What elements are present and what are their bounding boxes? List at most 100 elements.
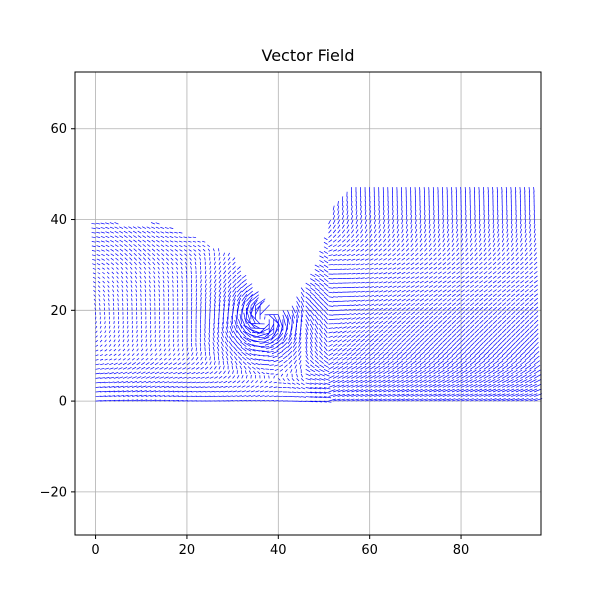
vector-arrow-291 <box>127 343 130 347</box>
vector-arrow-2635 <box>419 214 422 220</box>
vector-arrow-869 <box>195 357 199 361</box>
vector-arrow-458 <box>144 293 147 297</box>
vector-arrow-215 <box>118 330 120 334</box>
vector-arrow-1584 <box>314 337 318 343</box>
vector-arrow-2006 <box>360 299 365 302</box>
vector-arrow-2200 <box>378 272 383 275</box>
vector-arrow-2036 <box>364 374 372 379</box>
vector-arrow-637 <box>168 376 174 379</box>
vector-arrow-2198 <box>378 281 383 284</box>
vector-arrow-450 <box>145 330 147 334</box>
vector-arrow-3450 <box>501 355 508 361</box>
vector-arrow-2015 <box>360 258 365 261</box>
vector-arrow-513 <box>154 399 161 402</box>
vector-arrow-2349 <box>392 233 395 238</box>
vector-arrow-2205 <box>378 248 383 252</box>
vector-arrow-975 <box>209 371 214 375</box>
vector-arrow-3268 <box>483 328 489 334</box>
vector-arrow-2384 <box>396 289 402 293</box>
vector-arrow-107 <box>102 276 105 279</box>
vector-arrow-2103 <box>369 286 374 288</box>
vector-arrow-644 <box>168 343 170 347</box>
vector-arrow-1638 <box>323 387 331 390</box>
vector-arrow-580 <box>157 275 160 279</box>
vector-arrow-467 <box>142 252 147 257</box>
vector-arrow-1612 <box>319 350 324 356</box>
vector-arrow-3367 <box>492 306 498 311</box>
vector-arrow-1307 <box>256 367 261 370</box>
vector-arrow-1195 <box>236 282 242 288</box>
vector-arrow-3518 <box>506 261 510 266</box>
vector-arrow-3571 <box>510 233 514 238</box>
vector-arrow-2348 <box>392 238 396 243</box>
vector-arrow-294 <box>127 330 129 334</box>
vector-arrow-2335 <box>392 298 397 302</box>
vector-arrow-3291 <box>483 224 486 229</box>
vector-arrow-2115 <box>369 229 372 234</box>
vector-arrow-745 <box>174 240 178 243</box>
vector-arrow-3786 <box>533 324 539 329</box>
vector-arrow-3164 <box>474 374 482 379</box>
vector-arrow-1449 <box>290 369 293 373</box>
vector-arrow-129 <box>109 358 113 361</box>
vector-arrow-1785 <box>337 263 343 266</box>
vector-arrow-1463 <box>291 305 296 314</box>
vector-arrow-536 <box>154 293 156 297</box>
vector-arrow-1424 <box>287 387 292 389</box>
vector-arrow-2017 <box>360 248 365 252</box>
vector-arrow-537 <box>153 289 156 293</box>
vector-arrow-1151 <box>228 336 233 343</box>
vector-arrow-1526 <box>305 346 308 352</box>
vector-arrow-3160 <box>474 393 483 397</box>
vector-arrow-1399 <box>277 314 283 327</box>
vector-arrow-685 <box>172 334 175 338</box>
vector-arrow-1958 <box>355 304 361 307</box>
vector-arrow-714 <box>177 381 183 384</box>
vector-arrow-301 <box>126 298 128 302</box>
vector-arrow-1023 <box>213 309 216 315</box>
vector-arrow-1515 <box>305 396 313 398</box>
vector-arrow-1351 <box>261 350 270 353</box>
vector-arrow-174 <box>113 334 116 338</box>
vector-arrow-1254 <box>250 399 256 402</box>
vector-arrow-3165 <box>474 369 482 375</box>
vector-arrow-589 <box>155 235 160 238</box>
vector-arrow-2743 <box>433 365 440 370</box>
vector-arrow-3816 <box>533 187 535 193</box>
vector-arrow-3199 <box>474 214 476 220</box>
vector-arrow-859 <box>188 236 192 239</box>
vector-arrow-2752 <box>433 324 438 329</box>
vector-arrow-2799 <box>437 324 443 329</box>
vector-arrow-2251 <box>383 253 387 257</box>
vector-arrow-1576 <box>314 373 321 377</box>
vector-arrow-1125 <box>227 303 231 311</box>
vector-arrow-198 <box>109 226 114 229</box>
vector-arrow-549 <box>151 235 156 238</box>
vector-arrow-2769 <box>433 247 437 252</box>
vector-arrow-3135 <box>469 293 475 297</box>
vector-arrow-2063 <box>364 253 369 257</box>
vector-arrow-751 <box>182 386 188 388</box>
vector-arrow-360 <box>136 385 142 388</box>
vector-arrow-2274 <box>387 360 394 366</box>
vector-arrow-1490 <box>301 391 306 394</box>
vector-arrow-125 <box>109 376 115 379</box>
vector-arrow-3138 <box>469 280 474 284</box>
vector-arrow-1930 <box>351 215 354 220</box>
vector-arrow-1297 <box>255 302 262 316</box>
vector-arrow-1669 <box>323 246 328 250</box>
vector-arrow-1365 <box>273 375 275 379</box>
vector-arrow-2208 <box>378 233 382 238</box>
vector-arrow-680 <box>173 358 176 361</box>
vector-arrow-225 <box>116 284 119 288</box>
vector-arrow-2047 <box>364 325 370 329</box>
vector-arrow-1885 <box>346 210 349 216</box>
vector-arrow-1431 <box>282 355 288 360</box>
vector-arrow-2606 <box>419 346 425 352</box>
vector-arrow-2388 <box>396 271 401 275</box>
vector-arrow-1523 <box>305 360 310 365</box>
vector-arrow-1975 <box>355 224 359 229</box>
vector-arrow-1746 <box>332 244 337 248</box>
vector-arrow-268 <box>120 271 124 275</box>
vector-arrow-3357 <box>492 351 499 356</box>
